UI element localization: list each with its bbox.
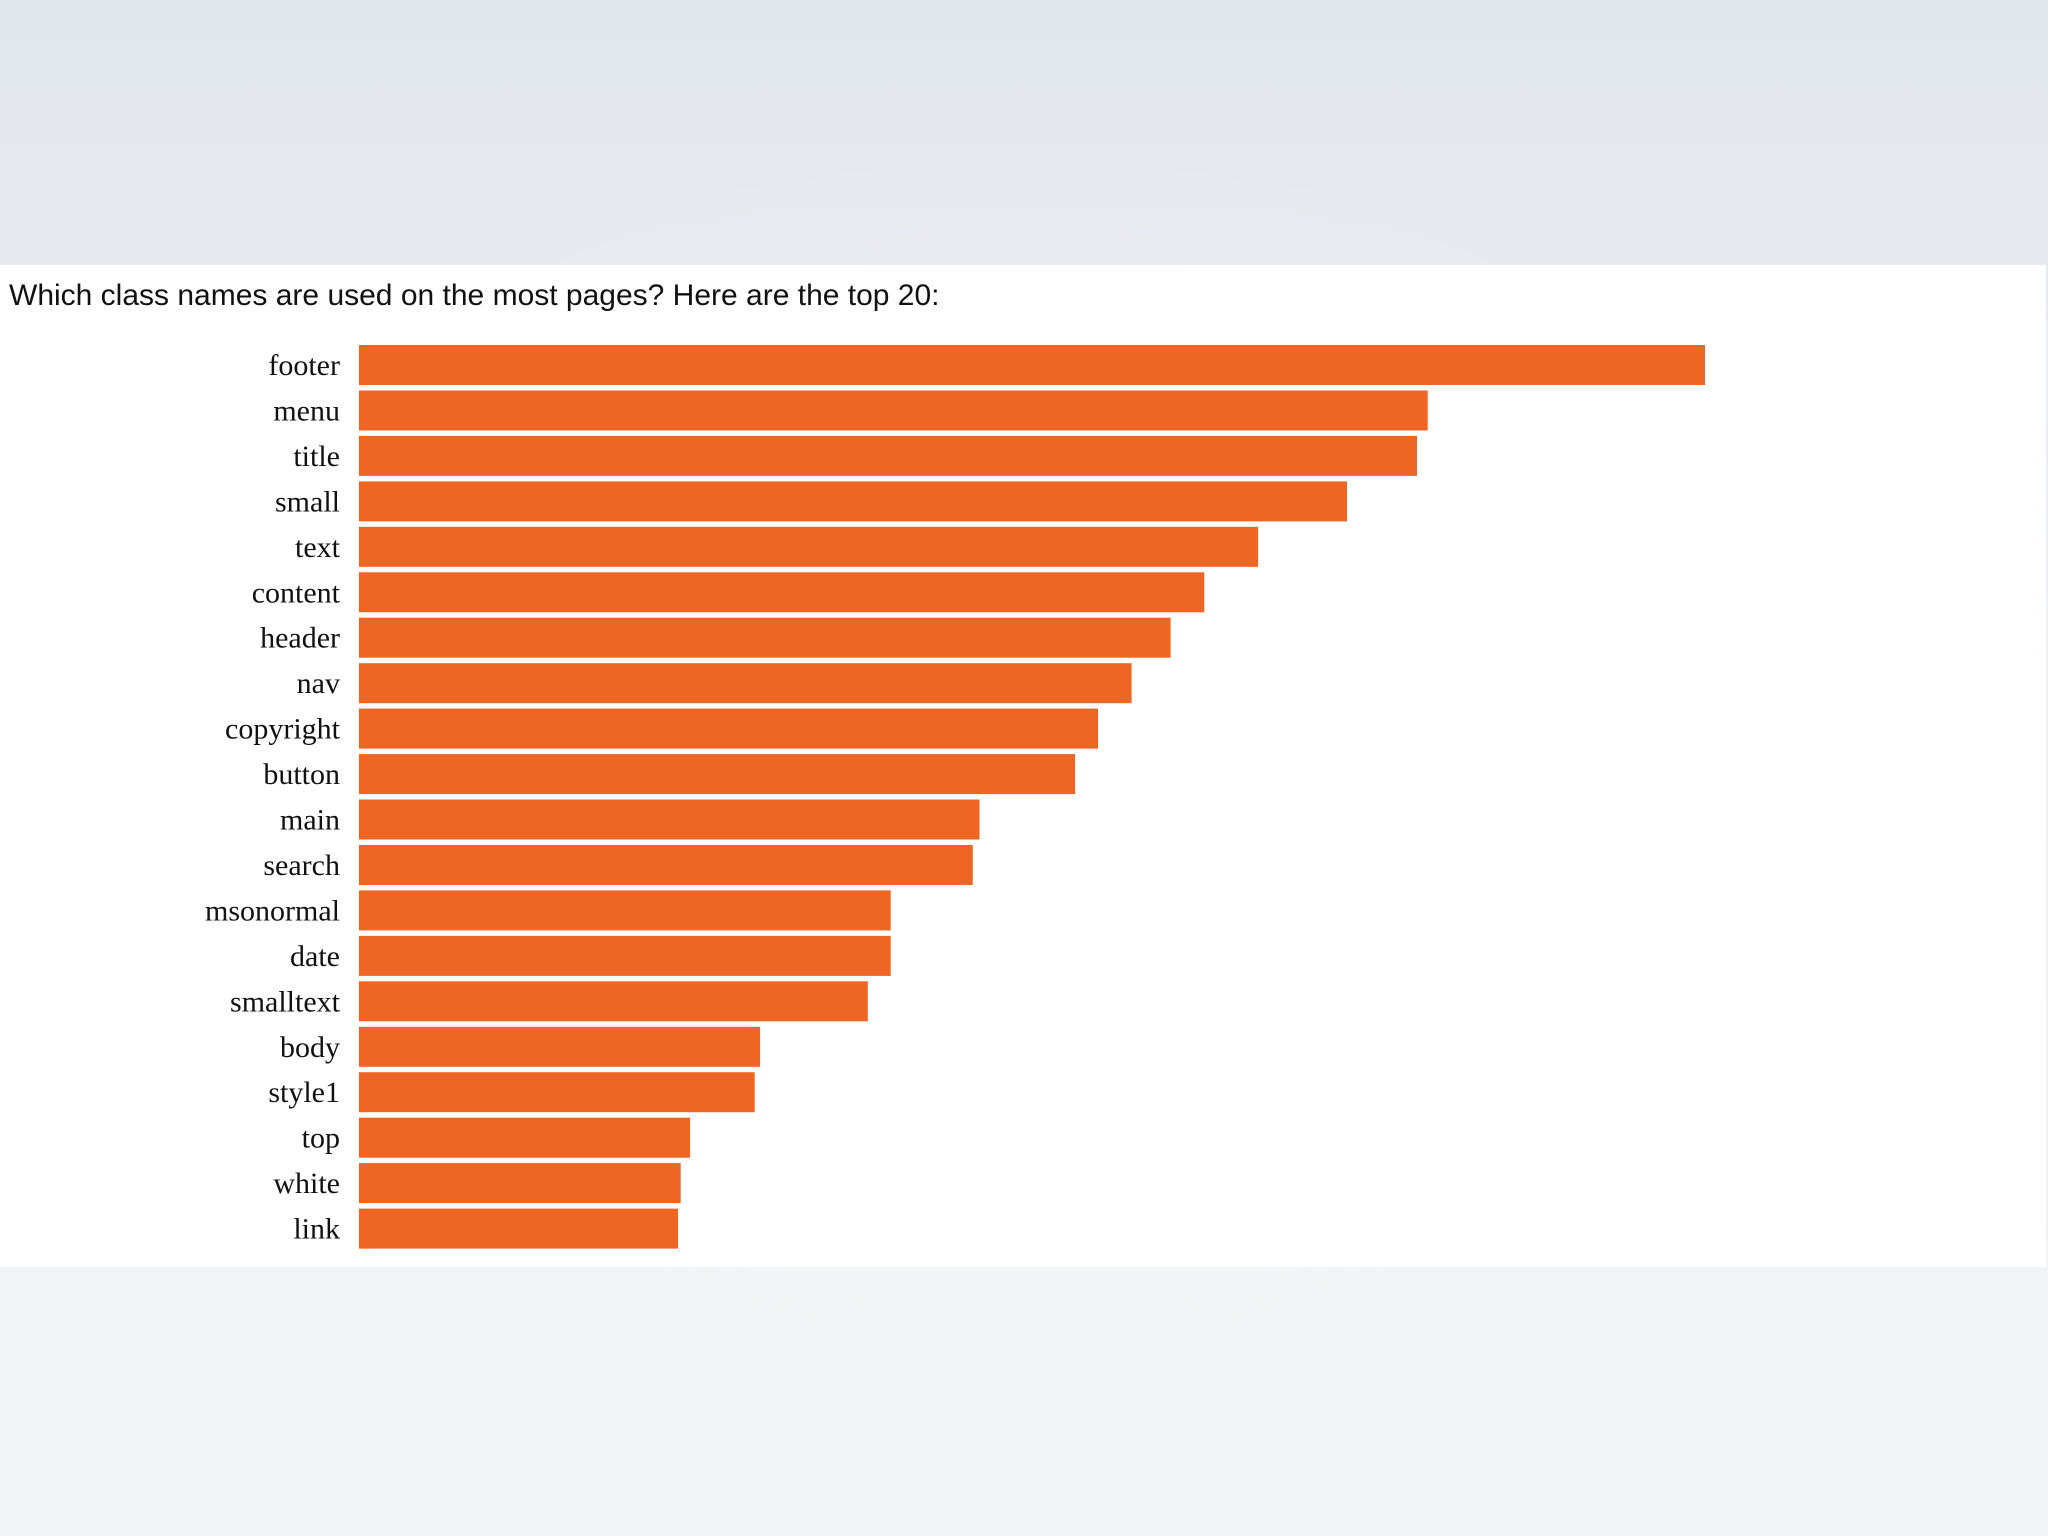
category-label-date: date [290,940,340,973]
category-label-msonormal: msonormal [205,894,340,927]
category-label-style1: style1 [268,1076,340,1109]
category-label-nav: nav [297,667,340,700]
bar-smalltext [359,981,868,1022]
category-label-footer: footer [268,349,340,382]
category-label-white: white [273,1167,340,1200]
category-label-title: title [293,440,340,473]
chart-title: Which class names are used on the most p… [9,279,940,312]
category-label-small: small [275,485,340,518]
bar-msonormal [359,890,891,931]
bar-text [359,526,1259,567]
category-label-menu: menu [273,394,340,427]
bar-nav [359,663,1132,704]
bar-menu [359,390,1428,431]
category-label-body: body [280,1031,340,1064]
bar-link [359,1208,678,1249]
bar-white [359,1163,681,1204]
chart-panel: Which class names are used on the most p… [0,265,2046,1267]
bar-small [359,481,1347,522]
category-label-top: top [302,1122,340,1155]
category-label-main: main [280,804,340,837]
bar-style1 [359,1072,755,1113]
category-label-search: search [263,849,340,882]
category-label-link: link [293,1213,340,1246]
bar-footer [359,345,1705,385]
bar-search [359,845,973,885]
category-label-button: button [263,758,340,791]
bar-content [359,572,1205,613]
bar-body [359,1026,761,1067]
bar-copyright [359,708,1098,749]
bar-header [359,617,1171,658]
bar-button [359,754,1076,795]
category-label-text: text [295,531,341,564]
bar-title [359,435,1417,476]
bar-chart: footermenutitlesmalltextcontentheadernav… [205,345,1705,1249]
category-label-copyright: copyright [225,713,341,746]
bar-main [359,799,980,840]
bar-top [359,1117,691,1158]
bar-date [359,935,891,976]
category-label-header: header [260,622,340,655]
category-label-smalltext: smalltext [230,985,341,1018]
category-label-content: content [252,576,341,609]
